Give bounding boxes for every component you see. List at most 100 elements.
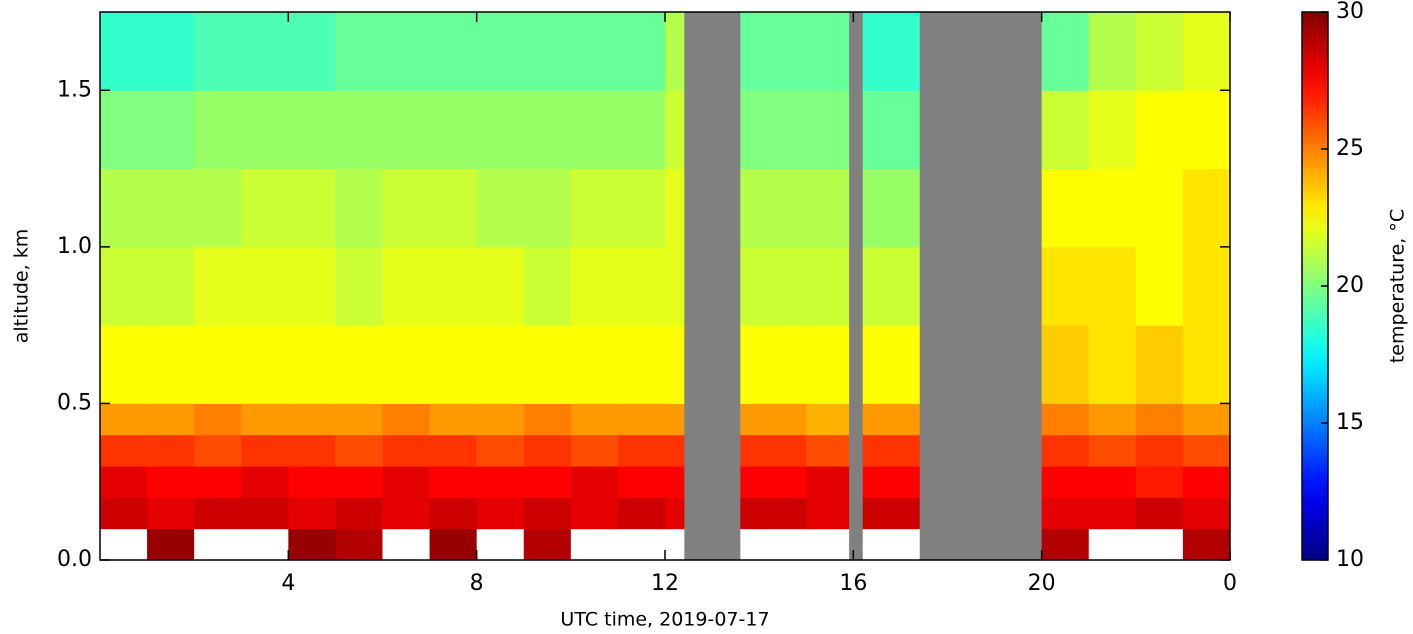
heatmap-cell bbox=[806, 403, 850, 436]
heatmap-cell bbox=[862, 528, 920, 561]
heatmap-cell bbox=[665, 12, 685, 91]
heatmap-cells bbox=[100, 12, 1231, 561]
x-axis-label: UTC time, 2019-07-17 bbox=[560, 609, 769, 631]
heatmap-cell bbox=[1182, 246, 1231, 326]
heatmap-cell bbox=[862, 403, 920, 436]
heatmap-cell bbox=[1135, 168, 1184, 248]
heatmap-cell bbox=[617, 497, 666, 530]
heatmap-cell bbox=[429, 325, 478, 404]
heatmap-cell bbox=[335, 403, 383, 436]
heatmap-cell bbox=[335, 325, 383, 404]
heatmap-cell bbox=[241, 90, 289, 170]
heatmap-cell bbox=[429, 434, 478, 467]
heatmap-cell bbox=[147, 434, 195, 467]
heatmap-cell bbox=[335, 168, 383, 248]
heatmap-cell bbox=[382, 403, 431, 436]
heatmap-cell bbox=[1041, 403, 1090, 436]
heatmap-cell bbox=[570, 90, 619, 170]
heatmap-cell bbox=[194, 403, 242, 436]
colorbar-tick-label: 15 bbox=[1336, 410, 1364, 435]
heatmap-cell bbox=[476, 246, 525, 326]
heatmap-cell bbox=[1182, 90, 1231, 170]
heatmap-cell bbox=[1041, 325, 1090, 404]
heatmap-cell bbox=[862, 434, 920, 467]
heatmap-cell bbox=[147, 325, 195, 404]
heatmap-cell bbox=[570, 325, 619, 404]
heatmap-cell bbox=[1135, 325, 1184, 404]
heatmap-cell bbox=[570, 434, 619, 467]
heatmap-cell bbox=[1182, 497, 1231, 530]
heatmap-cell bbox=[862, 497, 920, 530]
heatmap-cell bbox=[665, 403, 685, 436]
heatmap-cell bbox=[1182, 434, 1231, 467]
heatmap-cell bbox=[382, 90, 431, 170]
heatmap-cell bbox=[740, 168, 807, 248]
heatmap-cell bbox=[288, 325, 336, 404]
heatmap-cell bbox=[241, 246, 289, 326]
y-tick-label: 0.5 bbox=[57, 390, 92, 415]
heatmap-cell bbox=[617, 90, 666, 170]
heatmap-cell bbox=[1088, 403, 1137, 436]
heatmap-cell bbox=[147, 466, 195, 498]
heatmap-cell bbox=[100, 497, 148, 530]
heatmap-cell bbox=[147, 246, 195, 326]
heatmap-cell bbox=[862, 90, 920, 170]
heatmap-cell bbox=[382, 12, 431, 91]
heatmap-cell bbox=[194, 497, 242, 530]
heatmap-cell bbox=[740, 90, 807, 170]
heatmap-cell bbox=[806, 246, 850, 326]
heatmap-cell bbox=[335, 466, 383, 498]
heatmap-cell bbox=[194, 246, 242, 326]
heatmap-cell bbox=[241, 168, 289, 248]
colorbar-label: temperature, °C bbox=[1387, 209, 1409, 363]
heatmap-cell bbox=[665, 246, 685, 326]
heatmap-cell bbox=[429, 90, 478, 170]
heatmap-cell bbox=[429, 12, 478, 91]
heatmap-cell bbox=[617, 403, 666, 436]
heatmap-cell bbox=[100, 12, 148, 91]
heatmap-cell bbox=[147, 497, 195, 530]
heatmap-cell bbox=[523, 434, 572, 467]
heatmap-cell bbox=[862, 325, 920, 404]
heatmap-cell bbox=[100, 246, 148, 326]
heatmap-cell bbox=[862, 168, 920, 248]
heatmap-cell bbox=[288, 90, 336, 170]
heatmap-cell bbox=[740, 12, 807, 91]
heatmap-cell bbox=[617, 325, 666, 404]
heatmap-cell bbox=[740, 434, 807, 467]
heatmap-cell bbox=[194, 90, 242, 170]
y-tick-label: 1.5 bbox=[57, 77, 92, 102]
heatmap-cell bbox=[241, 12, 289, 91]
heatmap-cell bbox=[1135, 246, 1184, 326]
colorbar-tick-label: 10 bbox=[1336, 547, 1364, 572]
heatmap-cell bbox=[100, 325, 148, 404]
heatmap-cell bbox=[523, 528, 572, 561]
heatmap-cell bbox=[100, 168, 148, 248]
heatmap-cell bbox=[617, 12, 666, 91]
heatmap-cell bbox=[1088, 12, 1137, 91]
heatmap-cell bbox=[241, 466, 289, 498]
heatmap-cell bbox=[288, 12, 336, 91]
x-tick-label: 4 bbox=[281, 571, 295, 596]
heatmap-cell bbox=[1041, 434, 1090, 467]
heatmap-cell bbox=[147, 90, 195, 170]
heatmap-cell bbox=[1182, 528, 1231, 561]
heatmap-cell bbox=[1135, 497, 1184, 530]
x-tick-label: 20 bbox=[1028, 571, 1056, 596]
heatmap-cell bbox=[476, 90, 525, 170]
heatmap-cell bbox=[1182, 12, 1231, 91]
colorbar-tick-label: 25 bbox=[1336, 136, 1364, 161]
heatmap-cell bbox=[1135, 528, 1184, 561]
heatmap-cell bbox=[194, 466, 242, 498]
heatmap-cell bbox=[335, 497, 383, 530]
heatmap-cell bbox=[862, 246, 920, 326]
y-axis-label: altitude, km bbox=[11, 229, 33, 343]
heatmap-cell bbox=[617, 528, 666, 561]
heatmap-cell bbox=[147, 528, 195, 561]
heatmap-cell bbox=[570, 466, 619, 498]
heatmap-cell bbox=[335, 90, 383, 170]
heatmap-cell bbox=[806, 90, 850, 170]
heatmap-cell bbox=[1135, 403, 1184, 436]
heatmap-cell bbox=[335, 434, 383, 467]
